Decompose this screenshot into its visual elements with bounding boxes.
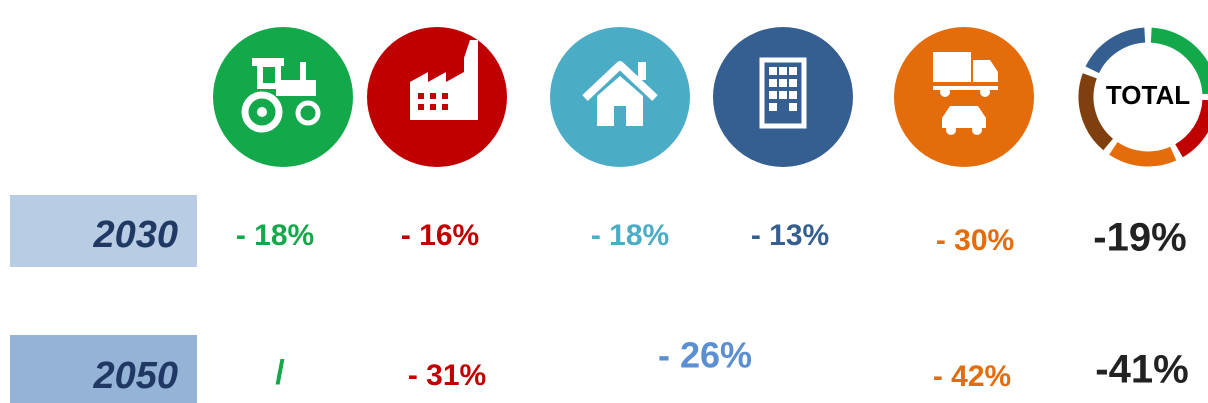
value: - 31%	[408, 359, 486, 392]
total-value: -41%	[1095, 348, 1188, 392]
donut-segment	[1174, 99, 1208, 158]
year-box	[10, 335, 197, 403]
donut-segment	[1078, 73, 1114, 151]
agriculture-icon	[213, 27, 353, 167]
value: - 26%	[658, 335, 752, 376]
donut-segment	[1085, 27, 1146, 74]
industry-icon	[367, 27, 507, 167]
value: /	[275, 354, 285, 392]
total-donut	[1078, 27, 1208, 167]
donut-segment	[1109, 142, 1177, 167]
building-icon	[713, 27, 853, 167]
residential-icon	[550, 27, 690, 167]
donut-segment	[1150, 27, 1208, 95]
transport-icon	[894, 27, 1034, 167]
value: - 16%	[401, 219, 479, 252]
value: - 13%	[751, 219, 829, 252]
total-label: TOTAL	[1106, 80, 1190, 110]
year-box	[10, 195, 197, 267]
total-value: -19%	[1093, 216, 1186, 260]
value: - 18%	[236, 219, 314, 252]
year-label: 2050	[92, 355, 178, 397]
value: - 30%	[936, 224, 1014, 257]
value: - 42%	[933, 360, 1011, 393]
year-label: 2030	[92, 214, 178, 256]
value: - 18%	[591, 219, 669, 252]
